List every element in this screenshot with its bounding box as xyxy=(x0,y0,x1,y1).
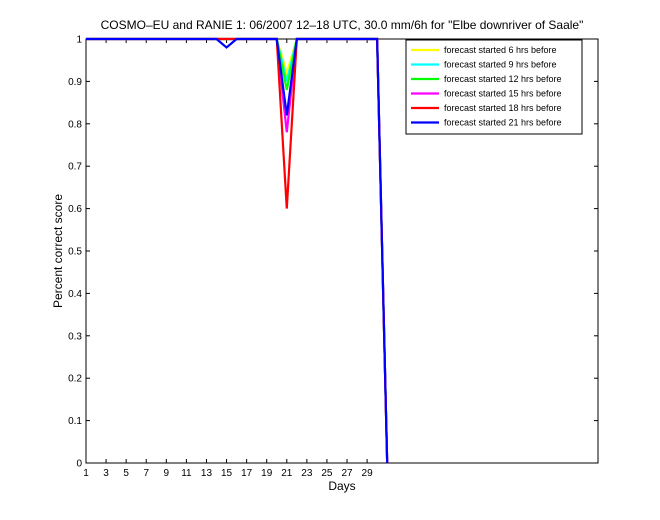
x-tick-label: 13 xyxy=(201,468,213,479)
legend-box xyxy=(405,39,583,135)
y-tick-label: 0.3 xyxy=(68,331,82,342)
x-axis-title: Days xyxy=(328,479,355,493)
series-line-5 xyxy=(86,37,389,464)
y-tick-label: 0.4 xyxy=(68,289,82,300)
y-tick-label: 0.6 xyxy=(68,204,82,215)
legend-entry: forecast started 21 hrs before xyxy=(444,118,562,128)
y-tick-label: 0 xyxy=(76,459,82,470)
x-tick-label: 11 xyxy=(181,468,192,479)
x-tick-label: 7 xyxy=(143,468,149,479)
y-tick-label: 1 xyxy=(76,35,82,46)
x-tick-label: 9 xyxy=(164,468,170,479)
legend-entry: forecast started 15 hrs before xyxy=(444,89,562,99)
legend-entry: forecast started 6 hrs before xyxy=(444,45,557,55)
x-tick-label: 29 xyxy=(362,468,374,479)
x-tick-label: 25 xyxy=(321,468,333,479)
y-axis-title: Percent correct score xyxy=(51,194,65,308)
x-tick-label: 19 xyxy=(261,468,273,479)
y-tick-label: 0.1 xyxy=(68,416,82,427)
x-tick-label: 23 xyxy=(301,468,313,479)
series-lines xyxy=(86,37,389,464)
y-tick-label: 0.8 xyxy=(68,119,82,130)
legend-entry: forecast started 12 hrs before xyxy=(444,74,562,84)
x-tick-label: 15 xyxy=(221,468,233,479)
x-tick-label: 21 xyxy=(281,468,293,479)
y-tick-label: 0.2 xyxy=(68,374,82,385)
x-tick-label: 1 xyxy=(83,468,89,479)
x-tick-label: 17 xyxy=(241,468,253,479)
y-tick-label: 0.5 xyxy=(68,247,82,258)
x-tick-label: 3 xyxy=(103,468,109,479)
x-tick-label: 27 xyxy=(341,468,353,479)
legend: forecast started 6 hrs before forecast st… xyxy=(405,39,583,135)
x-tick-label: 5 xyxy=(123,468,129,479)
legend-entry: forecast started 18 hrs before xyxy=(444,103,562,113)
y-tick-label: 0.7 xyxy=(68,162,82,173)
axis-ticks: 1 3 5 7 9 11 13 15 17 19 21 23 25 27 2900.10.20.30.40.… xyxy=(68,35,598,479)
chart-title: COSMO–EU and RANIE 1: 06/2007 12–18 UTC,… xyxy=(101,18,584,32)
y-tick-label: 0.9 xyxy=(68,77,82,88)
legend-entry: forecast started 9 hrs before xyxy=(444,60,557,70)
